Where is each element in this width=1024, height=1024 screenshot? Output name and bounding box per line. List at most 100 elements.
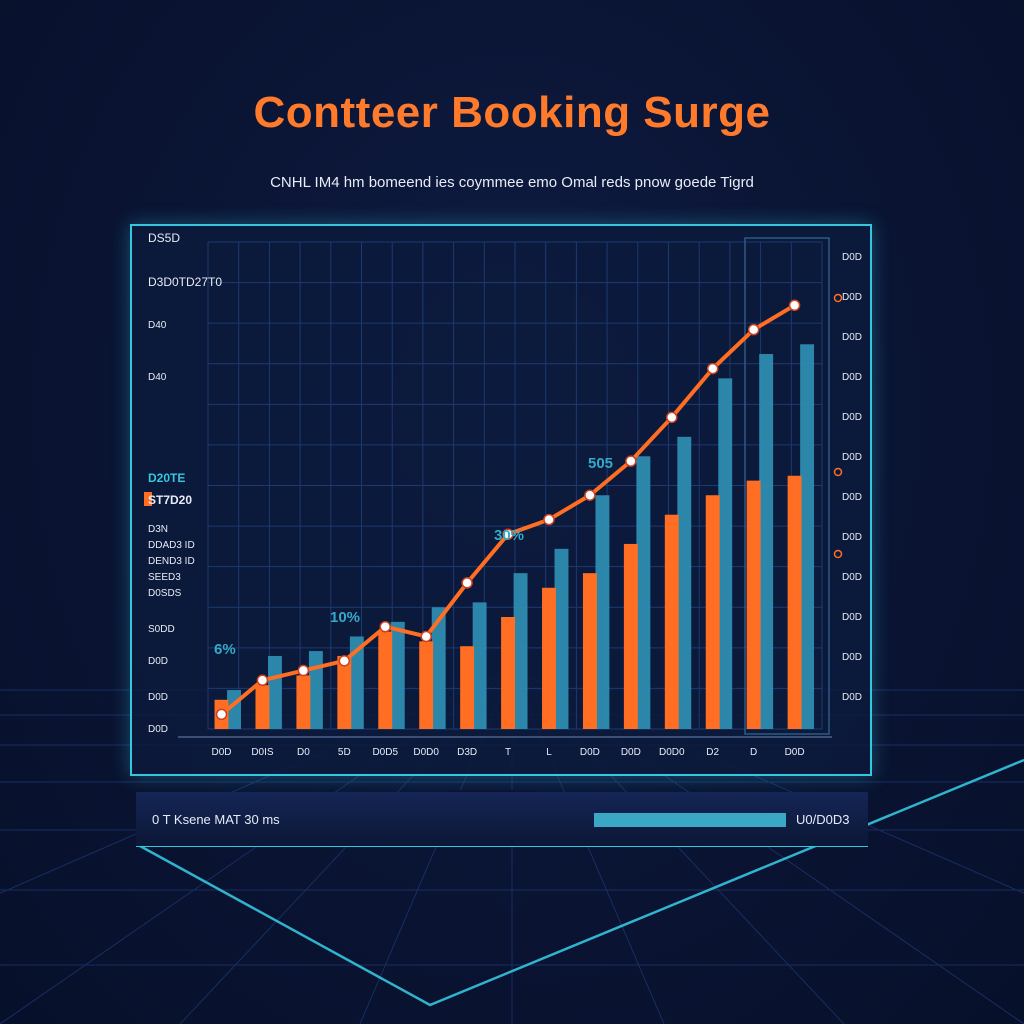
y-tick-label-left: D0D	[148, 724, 168, 735]
footer-value: U0/D0D3	[796, 812, 850, 827]
bar-blue	[390, 621, 405, 729]
y-tick-label-left: D40	[148, 372, 167, 383]
y-tick-label-left: SEED3	[148, 572, 181, 583]
x-tick-label: T	[505, 747, 511, 758]
y-tick-label-right: D0D	[842, 492, 862, 503]
bar-orange	[255, 685, 270, 729]
annotation-label: 6%	[214, 641, 236, 658]
bar-blue	[349, 636, 364, 729]
bar-orange	[337, 655, 352, 729]
x-tick-label: D0D5	[372, 747, 398, 758]
y-tick-label-right: D0D	[842, 412, 862, 423]
x-tick-label: D0D0	[413, 747, 439, 758]
y-tick-label-left: DS5D	[148, 231, 180, 245]
y-tick-label-right: D0D	[842, 372, 862, 383]
y-tick-label-right: D0D	[842, 532, 862, 543]
chart-title: Contteer Booking Surge	[253, 88, 771, 137]
trend-point	[666, 411, 678, 424]
bar-orange	[582, 573, 597, 729]
y-tick-label-left: S0DD	[148, 624, 175, 635]
y-tick-label-left: D40	[148, 320, 167, 331]
trend-point	[706, 362, 719, 375]
trend-point	[338, 655, 351, 667]
trend-point	[502, 528, 514, 540]
bar-blue	[431, 607, 446, 729]
x-tick-label: D0D	[580, 747, 600, 758]
y-tick-label-left: D0D	[148, 656, 168, 667]
y-tick-label-left: D3N	[148, 524, 168, 535]
bar-orange	[419, 641, 434, 729]
x-tick-label: D0IS	[251, 747, 274, 758]
y-tick-label-left: DEND3 ID	[148, 556, 195, 567]
footer-progress-track	[594, 813, 790, 827]
bar-orange	[501, 616, 515, 729]
trend-point	[461, 577, 473, 589]
bar-orange	[296, 675, 311, 729]
annotation-label: 30%	[494, 527, 524, 544]
x-tick-label: D0D	[785, 747, 805, 758]
x-tick-label: D3D	[457, 747, 477, 758]
trend-point	[215, 708, 228, 721]
trend-point	[625, 455, 637, 467]
y-tick-label-right: D0D	[842, 332, 862, 343]
y-tick-label-left: ST7D20	[148, 493, 192, 507]
trend-point	[788, 299, 801, 312]
bar-orange	[787, 475, 802, 729]
bar-line-chart: D0D D0IS D0 5D D0D5 D0D0 D3D T L D0D D0D D0D0 D2 D D0D…	[144, 231, 862, 758]
y-tick-label-right: D0D	[842, 452, 862, 463]
x-tick-label: 5D	[338, 747, 351, 758]
bar-blue	[677, 436, 692, 729]
footer-label: 0 T Ksene MAT 30 ms	[152, 812, 280, 827]
x-tick-label: L	[546, 747, 552, 758]
trend-point	[584, 489, 596, 501]
bar-orange	[378, 631, 393, 729]
x-tick-label: D2	[706, 747, 719, 758]
left-highlight-marker	[144, 492, 152, 506]
x-tick-label: D0D	[212, 747, 232, 758]
bar-blue	[759, 354, 774, 729]
bar-blue	[718, 378, 733, 729]
bar-blue	[554, 548, 569, 729]
bar-blue	[513, 573, 528, 729]
annotation-label: 10%	[330, 609, 360, 626]
trend-point	[379, 620, 391, 633]
footer-progress-fill	[594, 813, 787, 827]
y-tick-label-left: DDAD3 ID	[148, 540, 195, 551]
trend-point	[420, 630, 432, 643]
right-axis-marker	[833, 467, 843, 477]
right-axis-marker	[833, 549, 843, 559]
bar-orange	[542, 587, 556, 729]
y-tick-label-right: D0D	[842, 612, 862, 623]
trend-point	[543, 513, 555, 526]
bar-blue	[268, 655, 282, 729]
bar-orange	[746, 480, 761, 729]
bar-orange	[460, 646, 475, 729]
right-axis-marker	[833, 293, 843, 303]
trend-point	[297, 664, 310, 677]
y-tick-label-right: D0D	[842, 252, 862, 263]
x-tick-label: D0D	[621, 747, 641, 758]
bar-blue	[308, 651, 323, 729]
y-tick-label-right: D0D	[842, 292, 862, 303]
bar-blue	[800, 344, 815, 729]
bar-orange	[664, 514, 679, 729]
y-tick-label-left: D3D0TD27T0	[148, 275, 222, 289]
y-tick-label-right: D0D	[842, 692, 862, 703]
y-tick-label-left: D0SDS	[148, 588, 182, 599]
y-tick-label-right: D0D	[842, 652, 862, 663]
bar-blue	[595, 495, 610, 729]
annotation-label: 505	[588, 455, 613, 472]
x-tick-label: D0	[297, 747, 310, 758]
bar-blue	[472, 602, 487, 729]
trend-point	[747, 323, 760, 336]
x-tick-label: D	[750, 747, 757, 758]
y-tick-label-left: D0D	[148, 692, 168, 703]
x-tick-label: D0D0	[659, 747, 685, 758]
y-tick-label-left: D20TE	[148, 471, 185, 485]
trend-point	[256, 674, 269, 687]
highlight-frame	[744, 237, 830, 735]
bar-orange	[623, 543, 638, 729]
bar-blue	[636, 456, 651, 729]
bar-orange	[705, 495, 720, 729]
y-tick-label-right: D0D	[842, 572, 862, 583]
